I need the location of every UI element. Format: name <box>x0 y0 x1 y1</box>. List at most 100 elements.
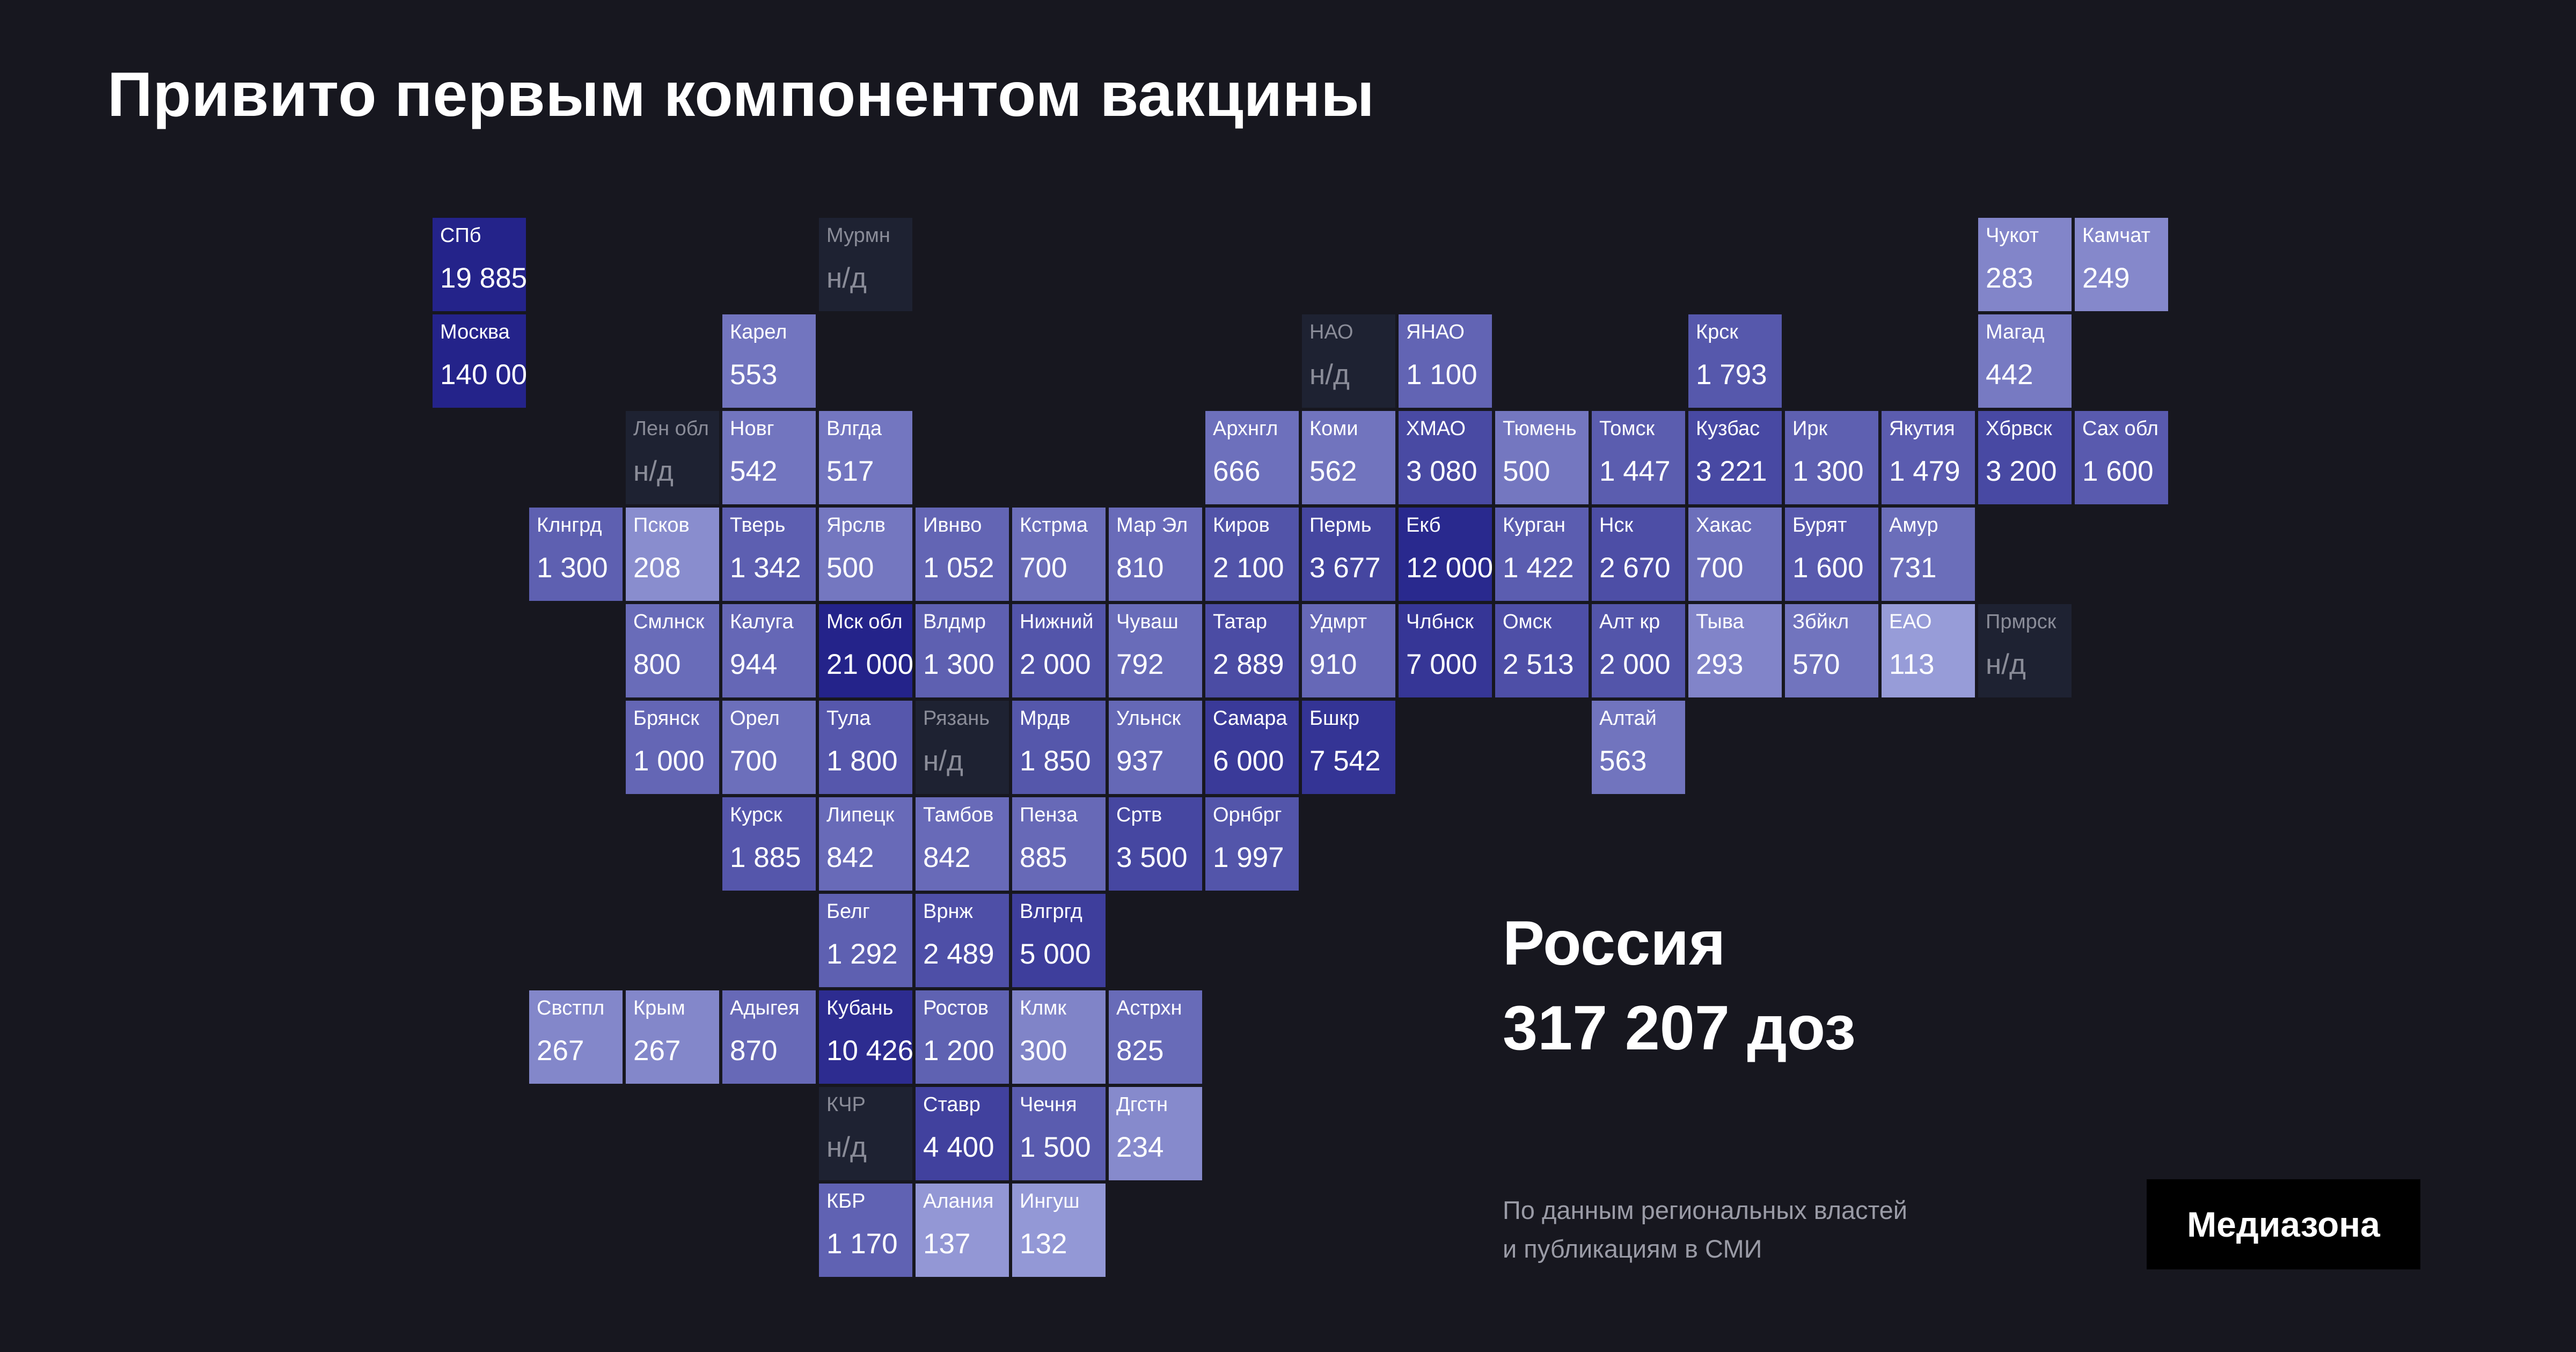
region-tile: Мар Эл 810 <box>1109 508 1202 601</box>
region-value: 553 <box>730 359 778 391</box>
region-value: 140 000 <box>440 359 526 391</box>
region-name: Мск обл <box>826 611 903 633</box>
region-tile: Астрхн 825 <box>1109 990 1202 1084</box>
region-name: Ставр <box>923 1093 980 1116</box>
chart-title: Привито первым компонентом вакцины <box>107 59 1375 129</box>
region-name: ЯНАО <box>1406 321 1465 343</box>
region-value: н/д <box>1986 649 2026 680</box>
mediazona-logo: Медиазона <box>2147 1179 2420 1269</box>
region-name: Тамбов <box>923 804 994 826</box>
region-name: Пенза <box>1020 804 1078 826</box>
region-name: Пермь <box>1309 514 1372 537</box>
region-tile: НАО н/д <box>1302 314 1395 408</box>
region-name: Калуга <box>730 611 794 633</box>
region-name: Амур <box>1889 514 1938 537</box>
region-tile: Орел 700 <box>722 701 816 794</box>
region-value: 1 793 <box>1696 359 1767 391</box>
region-value: 1 100 <box>1406 359 1477 391</box>
region-name: Влгргд <box>1020 900 1082 923</box>
region-value: 12 000 <box>1406 552 1492 584</box>
region-tile: Киров 2 100 <box>1205 508 1299 601</box>
region-name: Прмрск <box>1986 611 2057 633</box>
region-name: Ульнск <box>1116 707 1181 730</box>
region-name: Дгстн <box>1116 1093 1168 1116</box>
region-tile: Мск обл 21 000 <box>819 604 912 697</box>
region-value: 1 479 <box>1889 455 1960 487</box>
region-name: Чечня <box>1020 1093 1077 1116</box>
region-name: Чукот <box>1986 224 2039 247</box>
region-tile: Свстпл 267 <box>529 990 623 1084</box>
region-tile: Татар 2 889 <box>1205 604 1299 697</box>
region-tile: Дгстн 234 <box>1109 1087 1202 1180</box>
region-name: Нижний <box>1020 611 1094 633</box>
region-value: 1 300 <box>923 649 994 680</box>
region-tile: Новг 542 <box>722 411 816 504</box>
region-name: Псков <box>633 514 690 537</box>
region-name: Магад <box>1986 321 2045 343</box>
region-name: Мар Эл <box>1116 514 1188 537</box>
region-tile: Екб 12 000 <box>1399 508 1492 601</box>
total-label: Россия <box>1503 908 1726 978</box>
region-tile: Амур 731 <box>1882 508 1975 601</box>
region-name: Клмк <box>1020 997 1067 1019</box>
region-value: 910 <box>1309 649 1357 680</box>
region-tile: Влдмр 1 300 <box>916 604 1009 697</box>
region-value: 1 500 <box>1020 1131 1091 1163</box>
region-name: Астрхн <box>1116 997 1182 1019</box>
region-tile: Хбрвск 3 200 <box>1978 411 2072 504</box>
region-name: Алтай <box>1599 707 1657 730</box>
region-name: Орнбрг <box>1213 804 1282 826</box>
region-name: Орел <box>730 707 780 730</box>
region-tile: Чукот 283 <box>1978 218 2072 311</box>
region-value: 7 000 <box>1406 649 1477 680</box>
region-value: 300 <box>1020 1035 1067 1067</box>
region-value: 731 <box>1889 552 1937 584</box>
region-tile: Ингуш 132 <box>1012 1184 1106 1277</box>
region-name: Хакас <box>1696 514 1752 537</box>
region-tile: Нск 2 670 <box>1592 508 1685 601</box>
region-name: Курган <box>1503 514 1565 537</box>
region-tile: Чуваш 792 <box>1109 604 1202 697</box>
region-value: 500 <box>826 552 874 584</box>
region-tile: Лен обл н/д <box>626 411 719 504</box>
region-tile: Нижний 2 000 <box>1012 604 1106 697</box>
region-tile: Алания 137 <box>916 1184 1009 1277</box>
region-name: КБР <box>826 1190 866 1213</box>
region-tile: Мрдв 1 850 <box>1012 701 1106 794</box>
region-value: 800 <box>633 649 681 680</box>
region-value: н/д <box>826 262 867 294</box>
region-name: Липецк <box>826 804 895 826</box>
region-tile: Тамбов 842 <box>916 797 1009 891</box>
region-value: 792 <box>1116 649 1164 680</box>
region-value: 517 <box>826 455 874 487</box>
region-tile: Курск 1 885 <box>722 797 816 891</box>
region-name: Кузбас <box>1696 417 1760 440</box>
region-value: 1 300 <box>537 552 608 584</box>
region-name: ХМАО <box>1406 417 1466 440</box>
region-tile: ЕАО 113 <box>1882 604 1975 697</box>
region-name: Киров <box>1213 514 1270 537</box>
region-value: н/д <box>633 455 674 487</box>
region-name: Якутия <box>1889 417 1955 440</box>
region-name: Екб <box>1406 514 1441 537</box>
region-tile: ЯНАО 1 100 <box>1399 314 1492 408</box>
region-tile: Клнгрд 1 300 <box>529 508 623 601</box>
region-value: 19 885 <box>440 262 526 294</box>
region-value: 700 <box>730 745 778 777</box>
region-tile: Калуга 944 <box>722 604 816 697</box>
region-tile: Бшкр 7 542 <box>1302 701 1395 794</box>
region-value: 3 677 <box>1309 552 1381 584</box>
region-name: Тыва <box>1696 611 1744 633</box>
region-name: СПб <box>440 224 481 247</box>
region-name: Ингуш <box>1020 1190 1080 1213</box>
region-tile: Томск 1 447 <box>1592 411 1685 504</box>
region-value: н/д <box>923 745 963 777</box>
region-tile: Москва 140 000 <box>433 314 526 408</box>
region-value: 6 000 <box>1213 745 1284 777</box>
region-tile: Кузбас 3 221 <box>1688 411 1782 504</box>
region-tile: Врнж 2 489 <box>916 894 1009 987</box>
region-value: 3 200 <box>1986 455 2057 487</box>
region-tile: Коми 562 <box>1302 411 1395 504</box>
region-value: н/д <box>1309 359 1350 391</box>
region-name: Самара <box>1213 707 1287 730</box>
